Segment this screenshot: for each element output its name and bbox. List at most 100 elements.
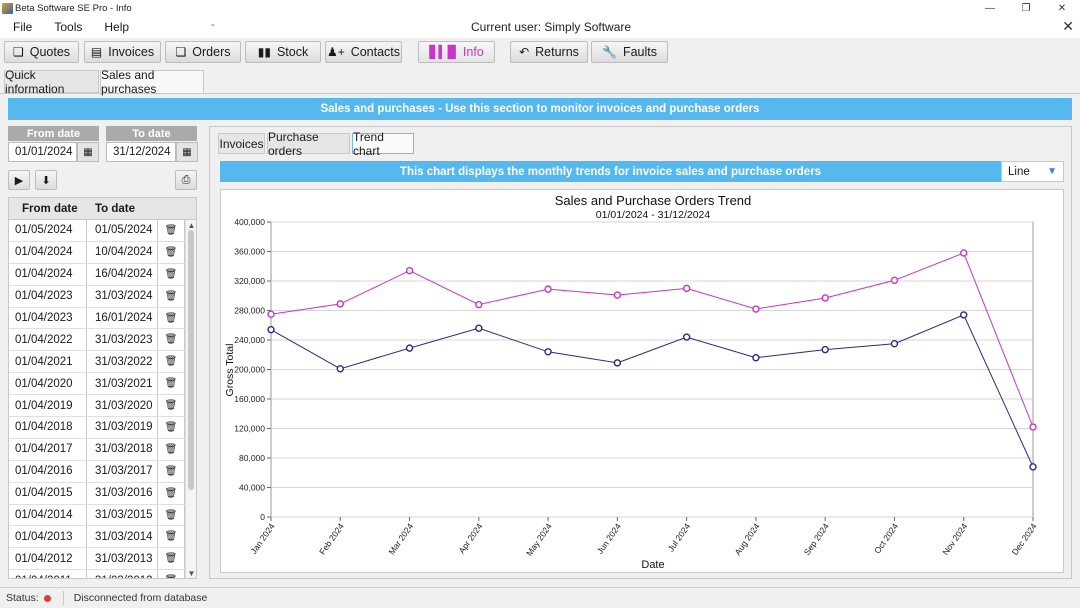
data-point <box>890 339 899 348</box>
table-row[interactable]: 01/04/2022 31/03/2023 🗑 <box>9 329 196 352</box>
header-to-date[interactable]: To date <box>95 202 136 215</box>
to-date-cell: 31/03/2013 <box>87 548 158 570</box>
trash-icon[interactable]: 🗑 <box>158 460 185 482</box>
invoices-button[interactable]: ▤ Invoices <box>84 41 161 63</box>
data-point <box>682 284 691 293</box>
minimize-icon[interactable]: — <box>985 2 995 14</box>
data-point <box>890 276 899 284</box>
tab-purchase-orders[interactable]: Purchase orders <box>267 130 350 158</box>
trash-icon[interactable]: 🗑 <box>158 570 185 578</box>
status-separator <box>62 591 64 605</box>
calendar-icon[interactable]: ▦ <box>176 142 198 162</box>
tab-quick-information[interactable]: Quick information <box>4 68 99 96</box>
trash-icon[interactable]: 🗑 <box>158 241 185 263</box>
data-point <box>544 348 552 356</box>
table-row[interactable]: 01/04/2014 31/03/2015 🗑 <box>9 504 196 527</box>
from-date-cell: 01/04/2023 <box>9 285 87 307</box>
table-row[interactable]: 01/04/2013 31/03/2014 🗑 <box>9 526 196 549</box>
restore-icon[interactable]: ❐ <box>1021 2 1031 14</box>
scroll-thumb[interactable] <box>188 230 194 490</box>
trash-icon[interactable]: 🗑 <box>158 482 185 504</box>
data-point <box>752 305 760 313</box>
trash-icon[interactable]: 🗑 <box>158 504 185 526</box>
x-tick-label: Jan 2024 <box>248 521 276 556</box>
table-row[interactable]: 01/04/2023 31/03/2024 🗑 <box>9 285 196 308</box>
orders-icon: ❏ <box>175 45 187 59</box>
invoices-icon: ▤ <box>90 45 103 59</box>
trash-icon[interactable]: 🗑 <box>158 438 185 460</box>
trash-icon[interactable]: 🗑 <box>158 373 185 395</box>
chart-icon: ▋▍▉ <box>429 45 457 59</box>
to-date-cell: 31/03/2015 <box>87 504 158 526</box>
table-scrollbar[interactable]: ▲ ▼ <box>185 220 196 578</box>
table-row[interactable]: 01/04/2021 31/03/2022 🗑 <box>9 351 196 374</box>
table-row[interactable]: 01/04/2018 31/03/2019 🗑 <box>9 417 196 439</box>
orders-button[interactable]: ❏ Orders <box>165 41 241 63</box>
returns-button[interactable]: ↶ Returns <box>510 41 588 63</box>
tab-sales-and-purchases[interactable]: Sales and purchases <box>100 68 204 96</box>
trash-icon[interactable]: 🗑 <box>158 417 185 438</box>
chevron-down-icon: ▼ <box>1047 166 1057 177</box>
trash-icon[interactable]: 🗑 <box>158 329 185 351</box>
chart-title: Sales and Purchase Orders Trend <box>555 193 752 208</box>
y-tick-label: 200,000 <box>234 365 265 375</box>
table-row[interactable]: 01/04/201131/03/2012🗑 <box>9 570 196 578</box>
scroll-down-icon[interactable]: ▼ <box>187 568 196 578</box>
to-date-input[interactable]: 31/12/2024 <box>106 142 176 162</box>
menu-tools[interactable]: Tools <box>54 20 83 34</box>
table-row[interactable]: 01/04/2012 31/03/2013 🗑 <box>9 548 196 571</box>
to-date-cell: 31/03/2020 <box>87 395 158 417</box>
tab-trend-chart[interactable]: Trend chart <box>352 130 414 158</box>
header-from-date[interactable]: From date <box>22 202 78 215</box>
trash-icon[interactable]: 🗑 <box>158 548 185 570</box>
play-icon[interactable]: ▶ <box>8 170 30 190</box>
trash-icon[interactable]: 🗑 <box>158 526 185 548</box>
download-icon[interactable]: ⬇ <box>35 170 57 190</box>
trash-icon[interactable]: 🗑 <box>158 285 185 307</box>
trash-icon[interactable]: 🗑 <box>158 307 185 329</box>
chart-series <box>267 249 1037 471</box>
data-point <box>475 300 483 309</box>
menu-help[interactable]: Help <box>104 20 130 34</box>
x-tick-label: Feb 2024 <box>317 521 346 556</box>
table-row[interactable]: 01/04/2019 31/03/2020 🗑 <box>9 395 196 418</box>
chart-banner: This chart displays the monthly trends f… <box>220 161 1001 182</box>
trash-icon[interactable]: 🗑 <box>158 395 185 417</box>
table-row[interactable]: 01/04/2017 31/03/2018 🗑 <box>9 438 196 461</box>
to-date-cell: 10/04/2024 <box>87 241 158 263</box>
calendar-icon[interactable]: ▦ <box>77 142 99 162</box>
faults-button[interactable]: 🔧 Faults <box>591 41 668 63</box>
table-row[interactable]: 01/04/2024 16/04/2024 🗑 <box>9 263 196 286</box>
table-row[interactable]: 01/04/2020 31/03/2021 🗑 <box>9 373 196 396</box>
trash-icon[interactable]: 🗑 <box>158 263 185 285</box>
table-row[interactable]: 01/04/2024 10/04/2024 🗑 <box>9 241 196 264</box>
table-body: 01/05/2024 01/05/2024 🗑 01/04/2024 10/04/202… <box>9 220 196 578</box>
table-row[interactable]: 01/05/2024 01/05/2024 🗑 <box>9 220 196 242</box>
quotes-button[interactable]: ❏ Quotes <box>4 41 79 63</box>
from-date-input[interactable]: 01/01/2024 <box>8 142 77 162</box>
print-icon[interactable]: ⎙ <box>175 170 197 190</box>
table-row[interactable]: 01/04/2015 31/03/2016 🗑 <box>9 482 196 505</box>
chart-type-select[interactable]: Line ▼ <box>1001 161 1064 182</box>
contacts-button[interactable]: ♟+ Contacts <box>325 41 402 63</box>
to-date-cell: 31/03/2022 <box>87 351 158 373</box>
data-point <box>821 294 829 302</box>
menu-file[interactable]: File <box>13 20 33 34</box>
close-icon[interactable]: ✕ <box>1057 2 1067 14</box>
scroll-up-icon[interactable]: ▲ <box>187 220 196 230</box>
info-button[interactable]: ▋▍▉ Info <box>418 41 495 63</box>
trash-icon[interactable]: 🗑 <box>158 351 185 373</box>
results-panel: Invoices Purchase orders Trend chart Thi… <box>209 126 1072 579</box>
x-tick-label: Apr 2024 <box>456 521 484 555</box>
to-date-cell: 16/04/2024 <box>87 263 158 285</box>
trash-icon[interactable]: 🗑 <box>158 220 185 241</box>
stock-button[interactable]: ▮▮ Stock <box>245 41 321 63</box>
data-point <box>960 311 968 319</box>
data-point <box>267 325 275 334</box>
tab-invoices[interactable]: Invoices <box>218 133 265 154</box>
table-header: From date To date <box>9 198 196 220</box>
close-icon[interactable]: ✕ <box>1062 18 1074 34</box>
table-row[interactable]: 01/04/2016 31/03/2017 🗑 <box>9 460 196 483</box>
table-row[interactable]: 01/04/2023 16/01/2024 🗑 <box>9 307 196 330</box>
data-point <box>960 249 968 257</box>
